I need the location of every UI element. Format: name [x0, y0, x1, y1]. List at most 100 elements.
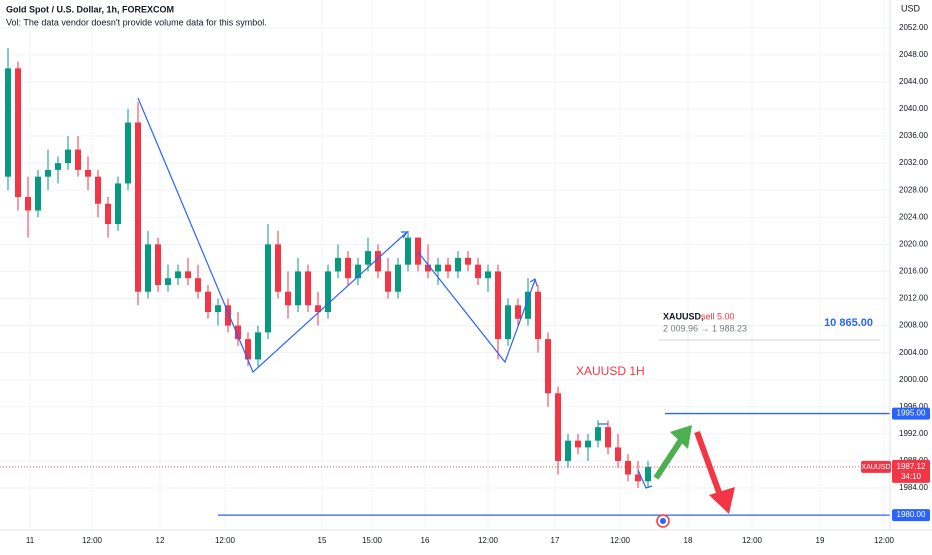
plot — [0, 48, 890, 516]
candle-body — [125, 122, 131, 184]
candle-body — [455, 257, 461, 272]
candle-body — [605, 427, 611, 448]
level-label: 1980.00 — [897, 510, 926, 519]
candle-body — [375, 251, 381, 272]
symbol-tag: XAUUSD — [861, 464, 890, 471]
zigzag — [417, 251, 536, 364]
arrow-head — [529, 278, 538, 287]
candle-body — [545, 339, 551, 394]
candle-body — [95, 176, 101, 204]
y-tick-label: 2016.00 — [899, 267, 928, 276]
x-tick-label: 17 — [551, 536, 560, 545]
candle-body — [305, 271, 311, 306]
candle-body — [325, 271, 331, 313]
y-tick-label: 2012.00 — [899, 294, 928, 303]
candle-body — [555, 393, 561, 461]
candle-body — [505, 305, 511, 340]
candle-body — [515, 305, 521, 319]
x-tick-label: 12:00 — [82, 536, 103, 545]
annotation: XAUUSD 1H — [576, 364, 645, 378]
candle-body — [235, 325, 241, 340]
candle-body — [425, 264, 431, 272]
candle-body — [335, 257, 341, 272]
candle-body — [575, 440, 581, 448]
red-arrow — [694, 430, 723, 497]
level-label: 1995.00 — [897, 409, 926, 418]
candle-body — [45, 169, 51, 177]
x-tick-label: 12:00 — [874, 536, 895, 545]
candle-body — [275, 244, 281, 292]
x-tick-label: 15 — [318, 536, 327, 545]
candle-body — [265, 244, 271, 333]
chart-subtitle: Vol: The data vendor doesn't provide vol… — [6, 17, 267, 27]
zigzag — [637, 469, 653, 489]
candle-body — [245, 339, 251, 360]
candle-body — [525, 291, 531, 319]
candle-body — [5, 68, 11, 177]
level-label-box — [892, 509, 930, 522]
y-tick-label: 2036.00 — [899, 131, 928, 140]
candle-body — [185, 271, 191, 279]
y-tick-label: 2020.00 — [899, 239, 928, 248]
candle-body — [645, 466, 651, 482]
candle-body — [75, 149, 81, 170]
x-tick-label: 19 — [816, 536, 825, 545]
y-tick-label: 2040.00 — [899, 104, 928, 113]
x-tick-label: 15:00 — [362, 536, 383, 545]
candle-body — [435, 264, 441, 272]
arrow-head — [401, 231, 409, 239]
y-tick-label: 2004.00 — [899, 348, 928, 357]
candle-body — [255, 332, 261, 360]
candle-body — [465, 257, 471, 265]
forecast-arrows — [653, 425, 735, 514]
x-tick-label: 12:00 — [610, 536, 631, 545]
candle-body — [405, 237, 411, 265]
y-tick-label: 2048.00 — [899, 50, 928, 59]
x-tick-label: 12:00 — [742, 536, 763, 545]
y-tick-label: 2052.00 — [899, 23, 928, 32]
candle-body — [165, 278, 171, 285]
candle-body — [155, 244, 161, 285]
candle-body — [415, 237, 421, 265]
candle-body — [225, 305, 231, 326]
y-tick-label: 2044.00 — [899, 77, 928, 86]
candle-body — [535, 291, 541, 340]
x-tick-label: 12:00 — [478, 536, 499, 545]
y-tick-label: 2032.00 — [899, 158, 928, 167]
candle-body — [485, 271, 491, 279]
candle-body — [285, 291, 291, 306]
currency: USD — [901, 3, 921, 13]
candle-body — [145, 244, 151, 292]
candle-body — [205, 291, 211, 313]
y-tick-label: 1996.00 — [899, 402, 928, 411]
candle-body — [135, 122, 141, 292]
candle-body — [25, 196, 31, 211]
candle-body — [65, 149, 71, 164]
candle-body — [85, 169, 91, 177]
position-prices: 2 009.96 → 1 988.23 — [663, 323, 747, 333]
candle-body — [175, 271, 181, 279]
axis: 1984.001988.001992.001996.002000.002004.… — [26, 23, 930, 545]
candle-body — [615, 447, 621, 461]
candle-body — [635, 474, 641, 482]
candle-body — [55, 163, 61, 170]
x-tick-label: 16 — [421, 536, 430, 545]
candle-body — [215, 305, 221, 313]
y-tick-label: 2000.00 — [899, 375, 928, 384]
zigzag — [137, 97, 408, 374]
candle-body — [345, 257, 351, 279]
candle-body — [365, 251, 371, 265]
candle-body — [595, 427, 601, 441]
candle-body — [35, 176, 41, 211]
candle-body — [565, 440, 571, 461]
red-arrow-head — [709, 487, 735, 514]
candle-body — [355, 264, 361, 279]
x-tick-label: 18 — [684, 536, 693, 545]
countdown: 34:10 — [901, 472, 922, 481]
y-tick-label: 2028.00 — [899, 185, 928, 194]
candle-body — [395, 264, 401, 292]
y-tick-label: 1992.00 — [899, 429, 928, 438]
position-side: sell 5.00 — [701, 311, 735, 321]
candle-body — [295, 271, 301, 306]
